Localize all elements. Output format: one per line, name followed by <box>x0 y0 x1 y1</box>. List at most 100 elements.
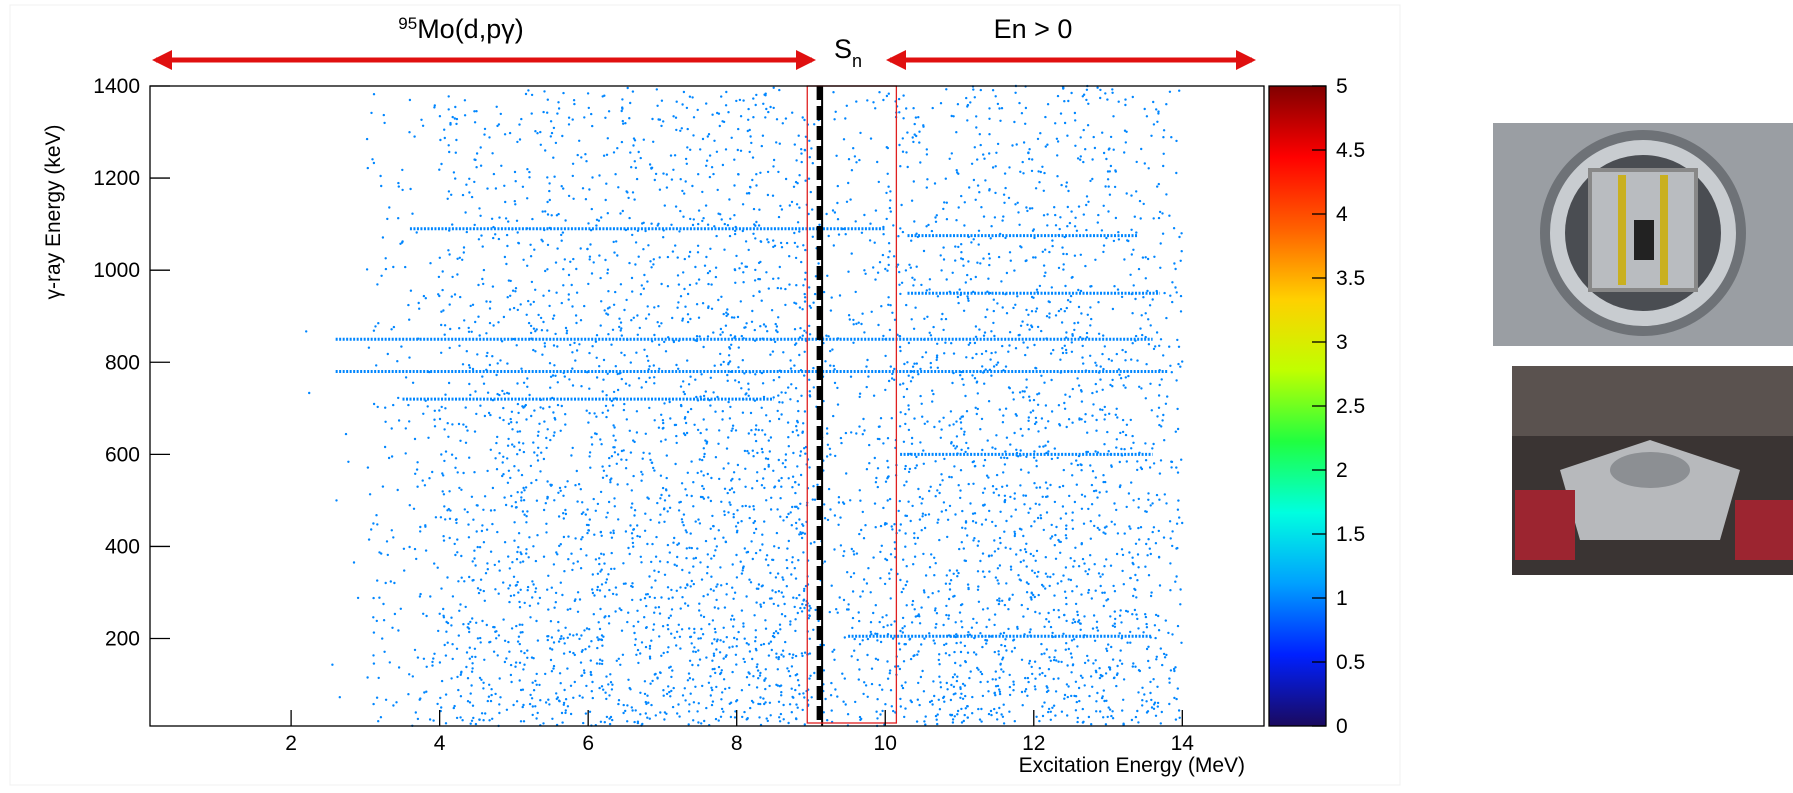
point <box>531 112 533 114</box>
point <box>770 436 772 438</box>
point <box>782 519 784 521</box>
point <box>898 144 900 146</box>
point <box>1181 522 1183 524</box>
point <box>1129 274 1131 276</box>
point <box>921 416 923 418</box>
point <box>636 178 638 180</box>
point <box>742 412 744 414</box>
point <box>858 620 860 622</box>
point <box>567 558 569 560</box>
point <box>644 597 646 599</box>
point <box>1176 339 1178 341</box>
point <box>966 295 968 297</box>
point <box>831 651 833 653</box>
point <box>1068 648 1070 650</box>
point <box>507 587 509 589</box>
point <box>561 405 563 407</box>
point <box>994 192 996 194</box>
point <box>702 595 704 597</box>
point <box>779 143 781 145</box>
point <box>1065 524 1067 526</box>
point <box>613 568 615 570</box>
point <box>1060 541 1062 543</box>
point <box>455 139 457 141</box>
point <box>449 122 451 124</box>
point <box>601 660 603 662</box>
point <box>830 309 832 311</box>
point <box>1006 457 1008 459</box>
point <box>737 522 739 524</box>
point <box>477 546 479 548</box>
point <box>537 431 539 433</box>
point <box>478 238 480 240</box>
point <box>738 381 740 383</box>
point <box>705 165 707 167</box>
point <box>667 510 669 512</box>
point <box>1145 700 1147 702</box>
point <box>488 696 490 698</box>
point <box>1156 415 1158 417</box>
point <box>498 560 500 562</box>
point <box>696 547 698 549</box>
point <box>1149 383 1151 385</box>
point <box>1066 225 1068 227</box>
point <box>441 289 443 291</box>
point <box>911 604 913 606</box>
point <box>904 681 906 683</box>
point <box>572 384 574 386</box>
point <box>668 617 670 619</box>
point <box>995 576 997 578</box>
point <box>1129 642 1131 644</box>
point <box>757 703 759 705</box>
point <box>426 666 428 668</box>
point <box>1026 324 1028 326</box>
point <box>934 460 936 462</box>
point <box>467 700 469 702</box>
point <box>1169 365 1171 367</box>
point <box>683 524 685 526</box>
point <box>600 443 602 445</box>
point <box>1040 517 1042 519</box>
point <box>439 697 441 699</box>
point <box>737 366 739 368</box>
point <box>1035 560 1037 562</box>
point <box>1110 136 1112 138</box>
point <box>1037 517 1039 519</box>
point <box>371 158 373 160</box>
point <box>1134 609 1136 611</box>
point <box>773 632 775 634</box>
point <box>727 436 729 438</box>
point <box>714 538 716 540</box>
point <box>659 672 661 674</box>
point <box>478 207 480 209</box>
point <box>1027 420 1029 422</box>
point <box>791 486 793 488</box>
point <box>613 151 615 153</box>
point <box>1046 144 1048 146</box>
point <box>1151 706 1153 708</box>
point <box>964 527 966 529</box>
point <box>408 356 410 358</box>
point <box>1043 382 1045 384</box>
point <box>1045 573 1047 575</box>
point <box>1137 506 1139 508</box>
point <box>733 471 735 473</box>
point <box>527 300 529 302</box>
point <box>523 720 525 722</box>
point <box>725 315 727 317</box>
point <box>1087 451 1089 453</box>
point <box>515 287 517 289</box>
point <box>904 413 906 415</box>
point <box>1022 161 1024 163</box>
point <box>656 677 658 679</box>
point <box>582 187 584 189</box>
point <box>981 353 983 355</box>
point <box>667 544 669 546</box>
point <box>800 474 802 476</box>
point <box>688 383 690 385</box>
point <box>506 234 508 236</box>
point <box>742 569 744 571</box>
point <box>829 611 831 613</box>
point <box>976 667 978 669</box>
point <box>1054 501 1056 503</box>
